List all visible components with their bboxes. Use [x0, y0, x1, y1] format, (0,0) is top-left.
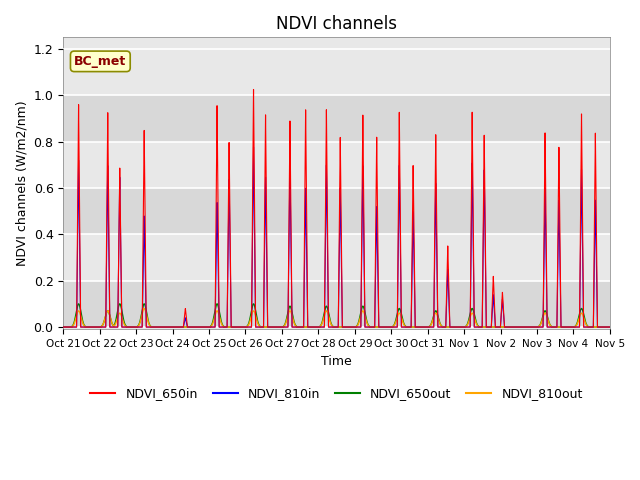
- Title: NDVI channels: NDVI channels: [276, 15, 397, 33]
- NDVI_810in: [250, 144, 257, 150]
- NDVI_810in: [390, 324, 397, 330]
- Bar: [63, 188, 610, 234]
- NDVI_810in: [410, 271, 418, 276]
- NDVI_810out: [140, 306, 148, 312]
- Y-axis label: NDVI channels (W/m2/nm): NDVI channels (W/m2/nm): [15, 100, 28, 266]
- NDVI_650out: [196, 324, 204, 330]
- Bar: [63, 281, 610, 327]
- X-axis label: Time: Time: [321, 355, 352, 368]
- NDVI_650out: [571, 324, 579, 330]
- NDVI_650out: [75, 301, 83, 307]
- NDVI_810out: [410, 324, 418, 330]
- NDVI_810out: [60, 324, 67, 330]
- NDVI_650in: [250, 86, 257, 92]
- NDVI_810in: [451, 324, 459, 330]
- Line: NDVI_650in: NDVI_650in: [63, 89, 610, 327]
- NDVI_810out: [606, 324, 614, 330]
- Line: NDVI_810out: NDVI_810out: [63, 309, 610, 327]
- NDVI_810in: [606, 324, 614, 330]
- NDVI_810out: [318, 321, 326, 327]
- NDVI_810in: [60, 324, 67, 330]
- NDVI_650in: [318, 324, 326, 330]
- Bar: [63, 37, 610, 95]
- NDVI_650in: [606, 324, 614, 330]
- NDVI_650in: [196, 324, 204, 330]
- Line: NDVI_810in: NDVI_810in: [63, 147, 610, 327]
- NDVI_650out: [390, 323, 397, 328]
- NDVI_650in: [410, 250, 418, 255]
- NDVI_810out: [451, 324, 459, 330]
- NDVI_650in: [451, 324, 459, 330]
- NDVI_650out: [451, 324, 459, 330]
- Legend: NDVI_650in, NDVI_810in, NDVI_650out, NDVI_810out: NDVI_650in, NDVI_810in, NDVI_650out, NDV…: [85, 382, 588, 405]
- Text: BC_met: BC_met: [74, 55, 127, 68]
- NDVI_810in: [318, 324, 326, 330]
- NDVI_650in: [571, 324, 579, 330]
- NDVI_650out: [606, 324, 614, 330]
- NDVI_650in: [390, 324, 397, 330]
- NDVI_650out: [318, 320, 326, 326]
- NDVI_810in: [571, 324, 579, 330]
- Bar: [63, 234, 610, 281]
- Bar: [63, 95, 610, 142]
- NDVI_650out: [60, 324, 67, 330]
- Bar: [63, 142, 610, 188]
- NDVI_650out: [410, 324, 418, 330]
- NDVI_810in: [196, 324, 204, 330]
- Line: NDVI_650out: NDVI_650out: [63, 304, 610, 327]
- NDVI_810out: [390, 323, 397, 329]
- NDVI_810out: [196, 324, 204, 330]
- NDVI_650in: [60, 324, 67, 330]
- NDVI_810out: [571, 324, 579, 330]
